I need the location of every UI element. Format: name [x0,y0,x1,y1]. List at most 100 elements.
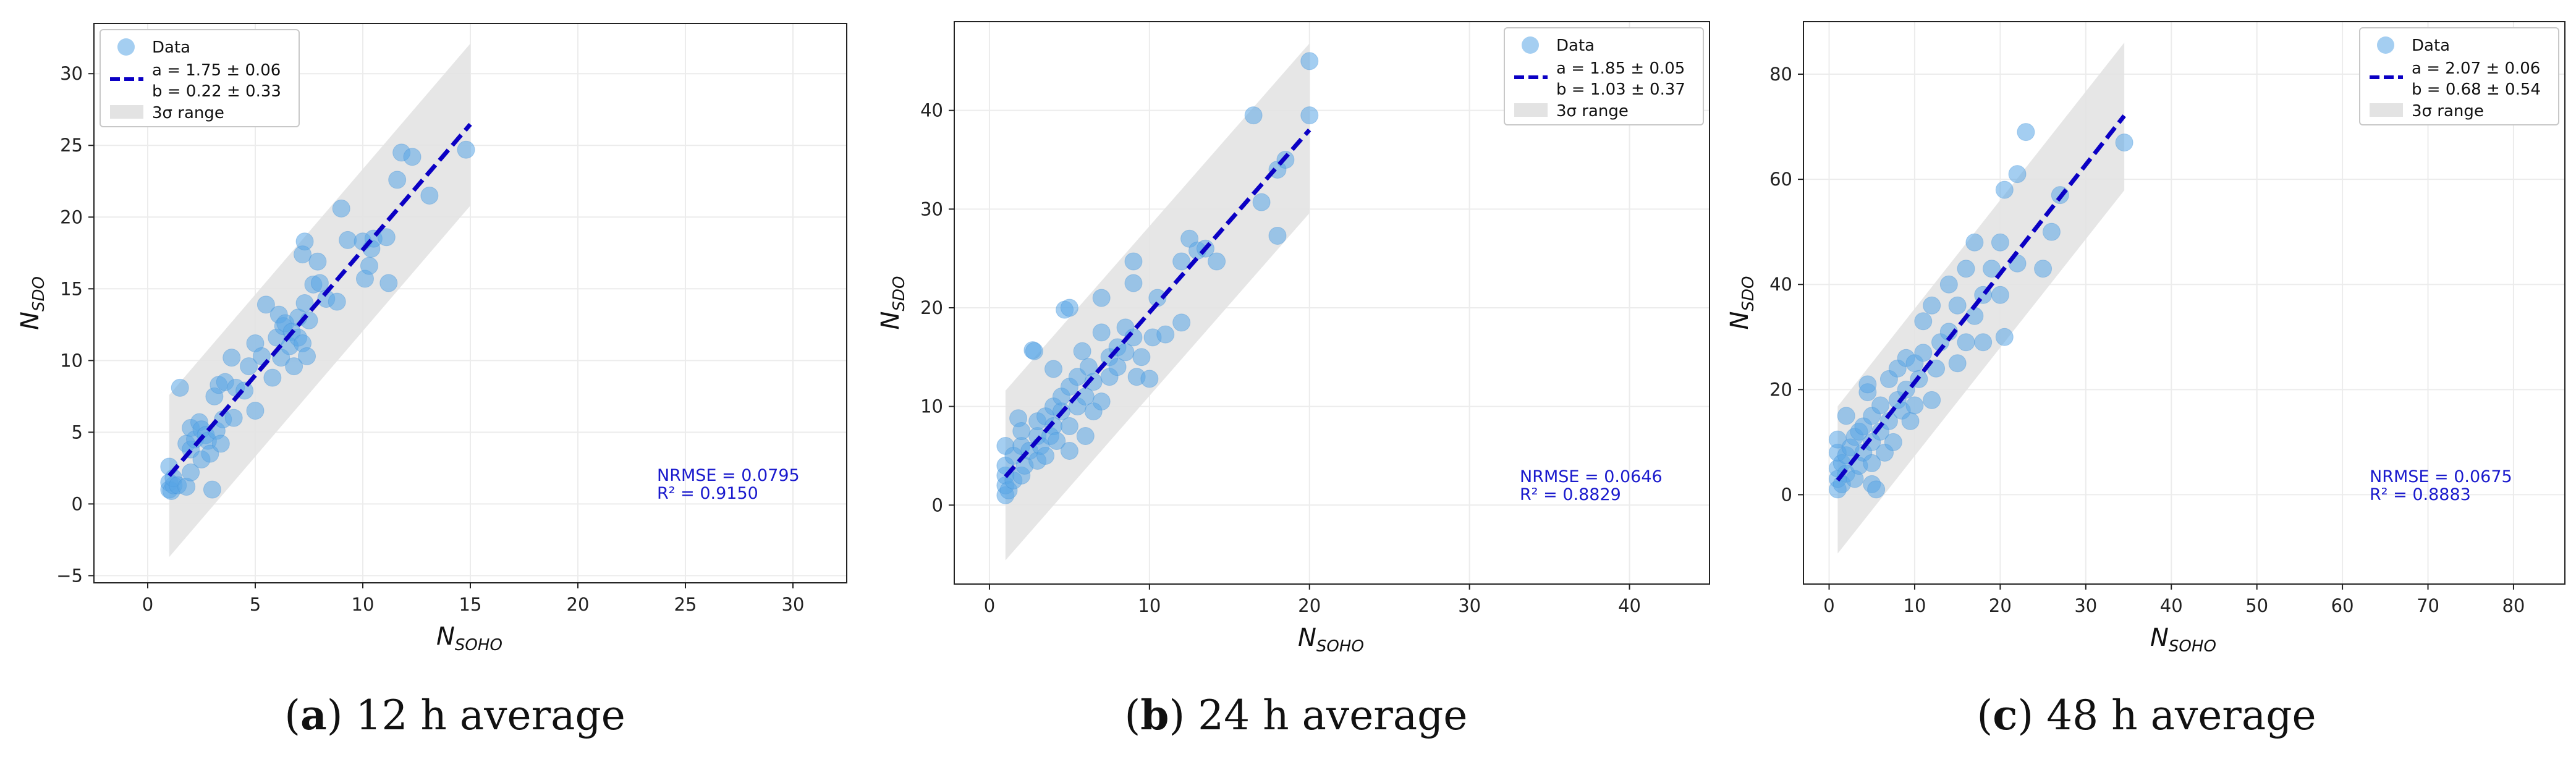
legend-data-marker [2377,36,2394,54]
data-point [1923,391,1941,409]
data-point [298,347,316,365]
data-point [1991,286,2009,304]
data-point [203,480,221,499]
data-point [1084,373,1103,391]
nrmse-annotation: NRMSE = 0.0795 [657,466,800,485]
data-point [263,368,282,387]
panel-caption: (a) 12 h average [284,691,625,739]
legend-band-swatch [1514,103,1548,117]
data-point [1957,333,1975,352]
data-point [339,231,357,249]
legend-data-marker [117,38,135,56]
data-point [1252,193,1271,211]
legend: Data a = 1.85 ± 0.05 b = 1.03 ± 0.37 3σ … [1504,27,1704,125]
legend-data-label: Data [2412,36,2450,55]
fit-line [1004,128,1311,478]
data-point [1048,432,1066,451]
data-point [1957,260,1975,278]
plot-frame [1803,21,2565,585]
data-point [1132,348,1151,367]
y-tick-label: 10 [920,396,943,417]
data-point [1244,106,1263,125]
legend-band-swatch [110,105,143,119]
x-tick-label: 10 [1138,595,1161,616]
y-tick-label: 0 [1781,484,1792,505]
x-axis-label: NSOHO [436,622,502,655]
data-point [1863,454,1881,472]
data-point [1939,275,1958,294]
plot-content [160,43,475,557]
data-point [2008,165,2027,184]
y-axis-label: NSDO [1726,276,1758,330]
data-point [1995,180,2014,199]
y-tick-label: 20 [920,297,943,318]
legend-band-label: 3σ range [152,104,224,122]
data-point [1300,106,1319,125]
legend-data-marker [1522,36,1539,54]
data-point [1991,233,2009,252]
x-axis-label: NSOHO [2150,624,2216,656]
legend-frame [1504,27,1704,125]
data-point [1300,52,1319,70]
legend-fit-b: b = 0.68 ± 0.54 [2412,80,2541,99]
legend: Data a = 1.75 ± 0.06 b = 0.22 ± 0.33 3σ … [100,29,300,127]
data-point [1948,354,1967,373]
data-point [1073,342,1091,360]
y-tick-label: 60 [1769,169,1792,190]
data-point [1156,325,1175,344]
r2-annotation: R² = 0.8883 [2370,485,2471,504]
legend-band-label: 3σ range [1556,102,1629,121]
data-point [2034,260,2053,278]
data-point [1858,375,1877,394]
data-point [1092,392,1111,411]
data-point [1914,312,1933,331]
x-tick-label: 40 [2160,595,2183,616]
x-tick-label: 30 [782,594,805,615]
panel-a-12h-average: 0 5 10 15 20 25 30 −5 0 5 10 15 20 25 30 Data a = 1.75… [16,23,847,739]
data-point [1172,313,1191,332]
y-tick-label: 5 [72,422,83,443]
r2-annotation: R² = 0.9150 [657,484,758,503]
y-tick-label: 25 [60,135,83,156]
legend-data-label: Data [152,38,190,57]
data-point [295,232,314,251]
plot-content [996,43,1319,561]
r2-annotation: R² = 0.8829 [1520,485,1621,504]
x-axis-label: NSOHO [1298,624,1364,656]
data-point [1068,368,1087,386]
data-point [1172,252,1191,271]
y-tick-label: 0 [72,493,83,514]
legend-frame [2359,27,2559,125]
x-tick-label: 15 [459,594,482,615]
data-point [379,274,398,292]
legend-frame [100,29,300,127]
legend-fit-b: b = 0.22 ± 0.33 [152,82,281,101]
nrmse-annotation: NRMSE = 0.0646 [1520,467,1663,486]
data-point [1268,226,1287,245]
x-tick-label: 10 [1904,595,1926,616]
data-point [182,463,200,481]
data-point [1108,358,1127,376]
data-point [222,349,241,367]
data-point [388,171,407,189]
data-point [1076,427,1095,446]
y-axis-label: NSDO [876,276,909,330]
data-point [310,274,329,292]
data-point [377,228,396,247]
data-point [1837,407,1855,425]
data-point [1983,260,2001,278]
x-tick-label: 10 [352,594,375,615]
x-tick-label: 60 [2331,595,2354,616]
data-point [1012,422,1031,441]
fit-line [1836,114,2126,482]
data-point [1871,396,1890,415]
legend-band-label: 3σ range [2412,102,2484,121]
y-tick-label: 80 [1769,64,1792,85]
legend: Data a = 2.07 ± 0.06 b = 0.68 ± 0.54 3σ … [2359,27,2559,125]
data-point [420,186,439,205]
data-point [360,256,378,275]
data-point [256,295,275,314]
x-tick-label: 30 [2074,595,2097,616]
data-point [2042,222,2061,241]
